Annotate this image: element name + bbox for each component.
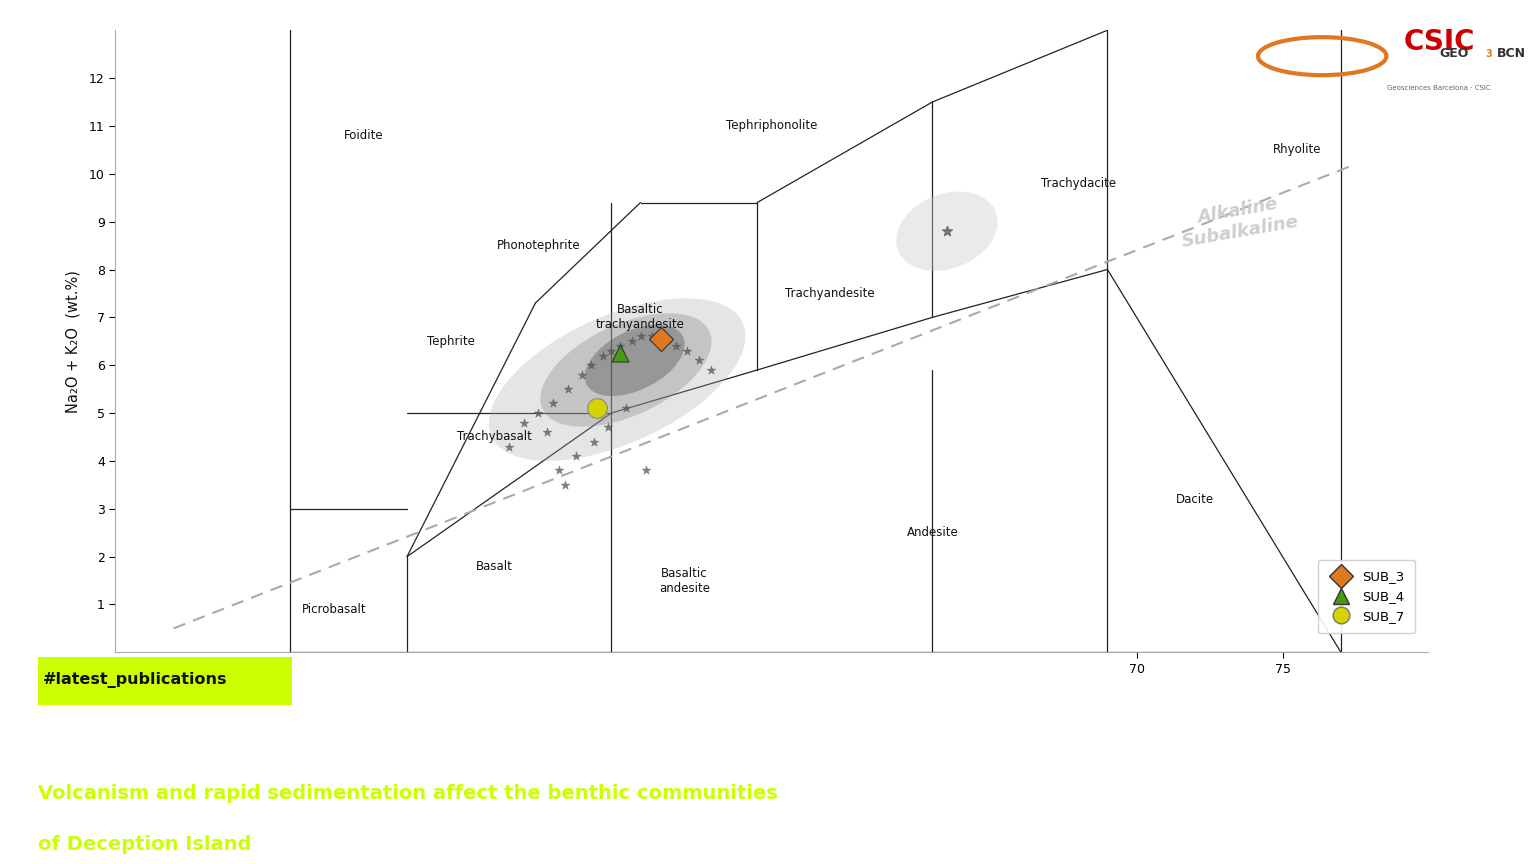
Point xyxy=(619,334,644,348)
Text: Basaltic
andesite: Basaltic andesite xyxy=(659,567,710,594)
Point xyxy=(699,363,723,377)
Text: Trachybasalt: Trachybasalt xyxy=(458,430,531,443)
Point xyxy=(541,397,565,410)
Text: Volcanism and rapid sedimentation affect the benthic communities: Volcanism and rapid sedimentation affect… xyxy=(38,784,779,803)
Text: GEO: GEO xyxy=(1439,47,1468,60)
Point xyxy=(628,329,653,343)
Point xyxy=(585,402,610,416)
Legend: SUB_3, SUB_4, SUB_7: SUB_3, SUB_4, SUB_7 xyxy=(1318,560,1415,633)
Text: Tephrite: Tephrite xyxy=(427,334,475,348)
Text: Dacite: Dacite xyxy=(1177,492,1213,505)
Point xyxy=(590,349,614,363)
Point xyxy=(614,402,639,416)
Text: Picrobasalt: Picrobasalt xyxy=(301,603,367,616)
Text: Rhyolite: Rhyolite xyxy=(1273,143,1321,156)
Point xyxy=(553,478,578,492)
Point xyxy=(641,329,665,343)
Point xyxy=(651,334,676,348)
Point xyxy=(634,464,659,478)
Text: Alkaline
Subalkaline: Alkaline Subalkaline xyxy=(1177,193,1301,251)
Text: BCN: BCN xyxy=(1498,47,1527,60)
Text: Tephriphonolite: Tephriphonolite xyxy=(727,119,817,132)
Text: Phonotephrite: Phonotephrite xyxy=(496,239,581,252)
Point xyxy=(648,332,673,346)
Point xyxy=(556,382,581,396)
Text: CSIC: CSIC xyxy=(1404,28,1475,55)
Text: Basalt: Basalt xyxy=(476,560,513,573)
Text: of Deception Island: of Deception Island xyxy=(38,835,252,854)
Point xyxy=(547,464,571,478)
Point xyxy=(582,435,607,448)
Ellipse shape xyxy=(585,325,685,396)
Point xyxy=(511,416,536,429)
Point xyxy=(570,368,594,382)
Point xyxy=(608,340,633,353)
Point xyxy=(664,340,688,353)
Point xyxy=(599,344,624,358)
Text: Foidite: Foidite xyxy=(344,129,382,142)
Ellipse shape xyxy=(897,192,997,271)
Point xyxy=(496,440,521,454)
Ellipse shape xyxy=(488,298,745,461)
Y-axis label: Na₂O + K₂O  (wt.%): Na₂O + K₂O (wt.%) xyxy=(66,270,80,413)
Point xyxy=(564,449,588,463)
Text: Andesite: Andesite xyxy=(906,526,958,539)
Text: Basaltic
trachyandesite: Basaltic trachyandesite xyxy=(596,303,685,332)
Point xyxy=(579,359,604,372)
Text: Angulo-Preckler C, (...)Hopfenblatt, J., Geyer, A. et al. (2021): Angulo-Preckler C, (...)Hopfenblatt, J.,… xyxy=(38,731,705,750)
Point xyxy=(674,344,699,358)
Point xyxy=(596,421,621,435)
Text: 3: 3 xyxy=(1485,48,1493,59)
FancyBboxPatch shape xyxy=(38,657,292,705)
Point xyxy=(934,225,958,238)
Text: Geosciences Barcelona · CSIC: Geosciences Barcelona · CSIC xyxy=(1387,85,1491,91)
Text: Trachyandesite: Trachyandesite xyxy=(785,287,876,300)
Text: Trachydacite: Trachydacite xyxy=(1041,177,1115,190)
Point xyxy=(535,425,559,439)
Text: , Antarctica. Continental Shelf Research.: , Antarctica. Continental Shelf Research… xyxy=(303,835,751,854)
Point xyxy=(687,353,711,367)
Text: #latest_publications: #latest_publications xyxy=(43,672,227,688)
Point xyxy=(608,346,633,360)
Ellipse shape xyxy=(541,314,711,427)
Point xyxy=(525,406,550,420)
